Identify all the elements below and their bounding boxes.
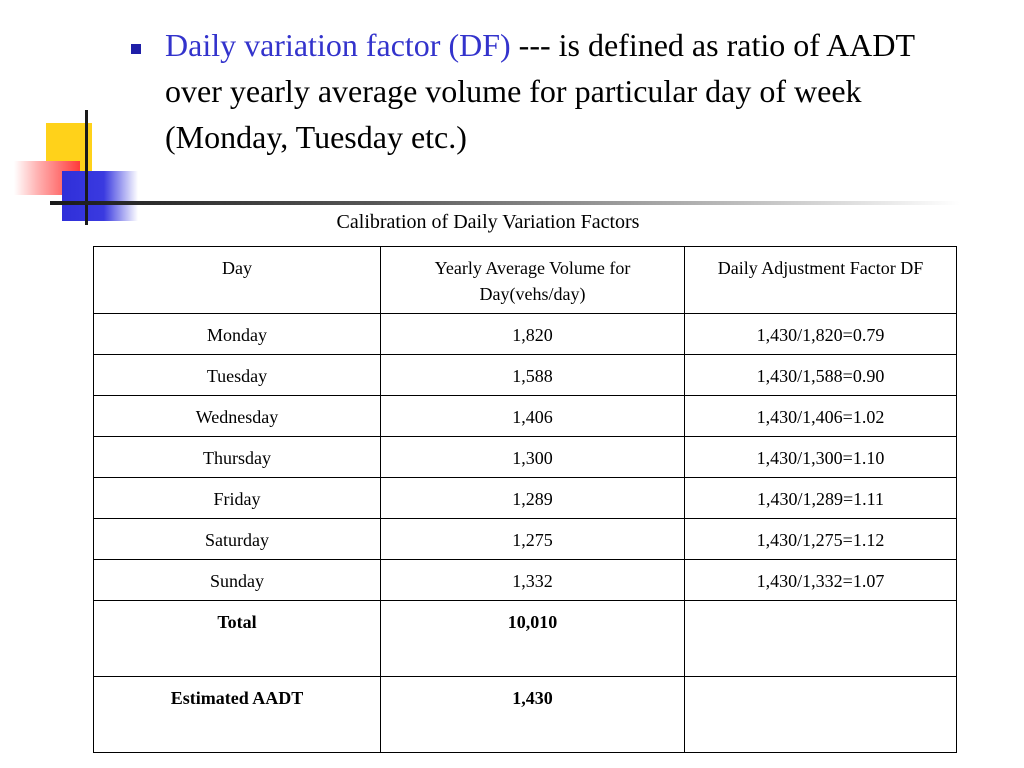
cell-volume: 1,406 xyxy=(380,395,685,437)
table-row: Friday 1,289 1,430/1,289=1.11 xyxy=(93,477,957,519)
header-yearly-volume: Yearly Average Volume for Day(vehs/day) xyxy=(380,246,685,314)
header-adjustment-factor: Daily Adjustment Factor DF xyxy=(684,246,957,314)
total-row: Total 10,010 xyxy=(93,600,957,677)
cell-factor: 1,430/1,275=1.12 xyxy=(684,518,957,560)
aadt-row: Estimated AADT 1,430 xyxy=(93,676,957,753)
header-day: Day xyxy=(93,246,381,314)
cell-factor: 1,430/1,820=0.79 xyxy=(684,313,957,355)
cell-factor: 1,430/1,588=0.90 xyxy=(684,354,957,396)
cell-volume: 1,820 xyxy=(380,313,685,355)
cell-day: Tuesday xyxy=(93,354,381,396)
aadt-label: Estimated AADT xyxy=(93,676,381,753)
cell-day: Friday xyxy=(93,477,381,519)
definition-bullet: Daily variation factor (DF) --- is defin… xyxy=(165,22,965,160)
table-row: Tuesday 1,588 1,430/1,588=0.90 xyxy=(93,354,957,396)
cell-volume: 1,332 xyxy=(380,559,685,601)
cell-day: Saturday xyxy=(93,518,381,560)
total-factor xyxy=(684,600,957,677)
logo-vertical-line xyxy=(85,110,88,225)
total-label: Total xyxy=(93,600,381,677)
logo-yellow-square xyxy=(46,123,92,179)
cell-volume: 1,289 xyxy=(380,477,685,519)
cell-day: Monday xyxy=(93,313,381,355)
cell-factor: 1,430/1,289=1.11 xyxy=(684,477,957,519)
aadt-factor xyxy=(684,676,957,753)
daily-factor-table: Day Yearly Average Volume for Day(vehs/d… xyxy=(93,246,957,753)
table-caption: Calibration of Daily Variation Factors xyxy=(336,211,640,233)
title-divider-line xyxy=(50,201,960,205)
cell-volume: 1,588 xyxy=(380,354,685,396)
cell-volume: 1,300 xyxy=(380,436,685,478)
cell-factor: 1,430/1,406=1.02 xyxy=(684,395,957,437)
cell-day: Sunday xyxy=(93,559,381,601)
table-header-row: Day Yearly Average Volume for Day(vehs/d… xyxy=(93,246,957,314)
table-row: Wednesday 1,406 1,430/1,406=1.02 xyxy=(93,395,957,437)
definition-text: --- is defined as ratio of AADT over yea… xyxy=(165,27,915,155)
logo-red-bar xyxy=(14,161,80,195)
cell-day: Thursday xyxy=(93,436,381,478)
table-row: Thursday 1,300 1,430/1,300=1.10 xyxy=(93,436,957,478)
cell-factor: 1,430/1,300=1.10 xyxy=(684,436,957,478)
cell-factor: 1,430/1,332=1.07 xyxy=(684,559,957,601)
table-row: Monday 1,820 1,430/1,820=0.79 xyxy=(93,313,957,355)
defined-term: Daily variation factor (DF) xyxy=(165,27,511,63)
table-row: Saturday 1,275 1,430/1,275=1.12 xyxy=(93,518,957,560)
cell-volume: 1,275 xyxy=(380,518,685,560)
table-row: Sunday 1,332 1,430/1,332=1.07 xyxy=(93,559,957,601)
total-volume: 10,010 xyxy=(380,600,685,677)
aadt-value: 1,430 xyxy=(380,676,685,753)
bullet-square-icon xyxy=(131,44,141,54)
cell-day: Wednesday xyxy=(93,395,381,437)
